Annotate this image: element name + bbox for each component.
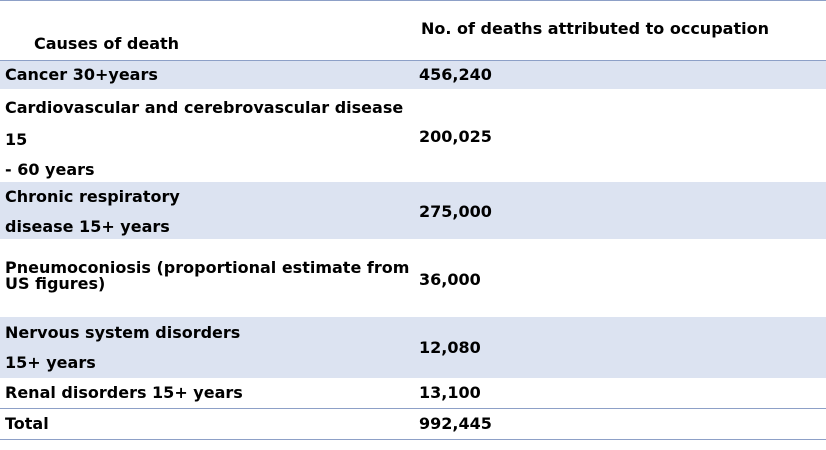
table-bottom-border: [0, 439, 826, 440]
cause-cell-line-1: Chronic respiratory: [5, 187, 180, 206]
header-number-of-deaths: No. of deaths attributed to occupation: [421, 19, 769, 38]
header-causes-of-death: Causes of death: [34, 34, 180, 53]
cause-cell-line-1: Pneumoconiosis (proportional estimate fr…: [5, 258, 410, 277]
table-row-total: Total 992,445: [0, 409, 826, 439]
table-row-cancer: Cancer 30+years 456,240: [0, 61, 826, 89]
deaths-cell: 36,000: [419, 270, 481, 289]
cause-cell-line-1: Cardiovascular and cerebrovascular disea…: [5, 98, 404, 117]
table-row-renal: Renal disorders 15+ years 13,100: [0, 378, 826, 408]
deaths-cell: 200,025: [419, 127, 492, 146]
table-top-border: [0, 0, 826, 1]
cause-cell-line-2: US figures): [5, 274, 106, 293]
table-row-chronic-respiratory: Chronic respiratory disease 15+ years 27…: [0, 182, 826, 239]
total-label: Total: [5, 414, 49, 433]
table-row-cardiovascular: Cardiovascular and cerebrovascular disea…: [0, 89, 826, 182]
cause-cell-line-2: 15+ years: [5, 353, 96, 372]
cause-cell-line-1: Nervous system disorders: [5, 323, 241, 342]
cause-cell-line-3: - 60 years: [5, 160, 95, 179]
header-bottom-border: [0, 60, 826, 61]
deaths-cell: 13,100: [419, 383, 481, 402]
total-value: 992,445: [419, 414, 492, 433]
deaths-cell: 456,240: [419, 65, 492, 84]
cause-cell-line-2: 15: [5, 130, 28, 149]
table-row-pneumoconiosis: Pneumoconiosis (proportional estimate fr…: [0, 239, 826, 317]
deaths-cell: 275,000: [419, 202, 492, 221]
cause-cell-line-2: disease 15+ years: [5, 217, 170, 236]
table-header-row: Causes of death No. of deaths attributed…: [0, 1, 826, 60]
deaths-cell: 12,080: [419, 338, 481, 357]
cause-cell: Cancer 30+years: [5, 65, 158, 84]
cause-cell: Renal disorders 15+ years: [5, 383, 243, 402]
total-top-border: [0, 408, 826, 409]
table-row-nervous-system: Nervous system disorders 15+ years 12,08…: [0, 317, 826, 378]
